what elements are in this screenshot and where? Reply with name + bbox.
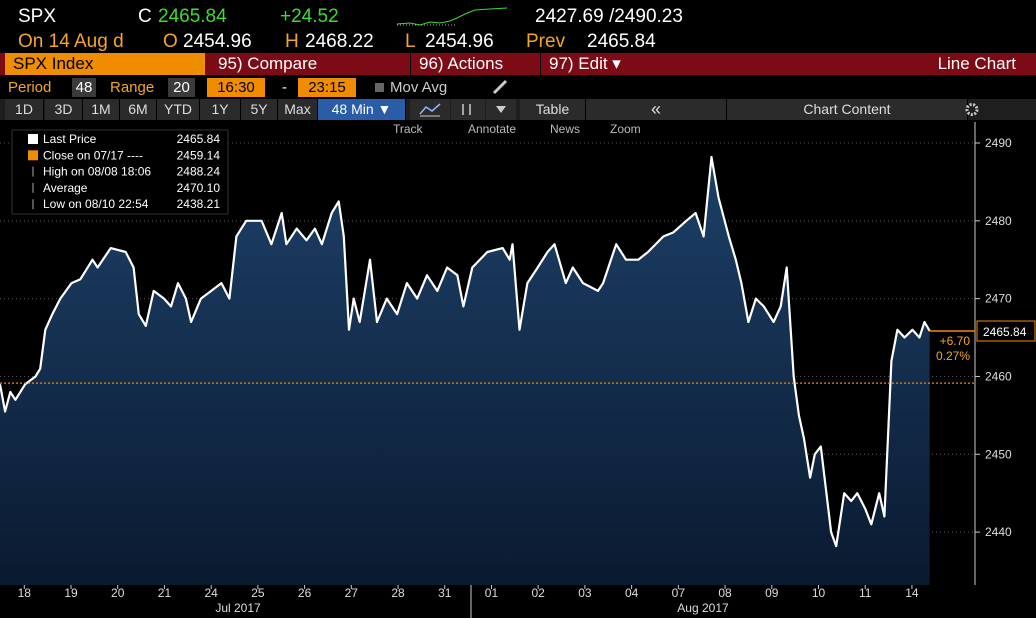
- edit-menu[interactable]: 97) Edit ▾: [540, 53, 655, 75]
- period-tab[interactable]: 1Y: [200, 99, 241, 120]
- x-tick-label: 03: [578, 586, 592, 600]
- chart-content-button[interactable]: Chart Content: [727, 99, 968, 120]
- compare-menu[interactable]: 95) Compare: [218, 54, 318, 73]
- x-tick-label: 19: [64, 586, 78, 600]
- collapse-button[interactable]: «: [586, 99, 727, 120]
- period-tab[interactable]: 1M: [83, 99, 120, 120]
- x-tick-label: 09: [765, 586, 779, 600]
- x-tick-label: 26: [298, 586, 312, 600]
- period-label: Period: [8, 79, 52, 96]
- change-label: +6.70: [940, 334, 971, 348]
- high-label: H: [285, 31, 299, 52]
- change-pct-label: 0.27%: [936, 349, 970, 363]
- x-tick-label: 27: [345, 586, 359, 600]
- x-tick-label: 20: [111, 586, 125, 600]
- ticker: SPX: [18, 6, 57, 27]
- start-time[interactable]: 16:30: [207, 78, 265, 97]
- x-tick-label: 21: [158, 586, 172, 600]
- sparkline: [396, 7, 508, 26]
- x-tick-label: 18: [18, 586, 32, 600]
- legend-value: 2438.21: [177, 197, 221, 211]
- chart-icons[interactable]: [410, 99, 520, 120]
- x-tick-label: 04: [625, 586, 639, 600]
- chart-tool[interactable]: News: [550, 122, 581, 136]
- open-label: O: [163, 31, 178, 52]
- time-dash: -: [282, 79, 287, 96]
- low-value: 2454.96: [425, 31, 494, 52]
- menu-bar: SPX Index 95) Compare 96) Actions 97) Ed…: [0, 53, 1036, 75]
- x-tick-label: 11: [859, 586, 872, 600]
- x-tick-label: 10: [812, 586, 826, 600]
- price-area: [0, 157, 930, 585]
- legend-value: 2488.24: [177, 165, 221, 179]
- x-tick-label: 31: [438, 586, 452, 600]
- chart-type: Line Chart: [937, 54, 1016, 73]
- open-value: 2454.96: [183, 31, 252, 52]
- interval-select[interactable]: 48 Min ▼: [318, 99, 406, 120]
- x-tick-label: 02: [532, 586, 546, 600]
- settings-gear[interactable]: [962, 99, 982, 120]
- price-line: [0, 155, 931, 548]
- legend-frame: [11, 129, 229, 215]
- legend-value: 2465.84: [177, 132, 221, 146]
- legend-swatch: [28, 150, 38, 161]
- mov-avg-label: Mov Avg: [390, 79, 448, 96]
- period-tab[interactable]: 5Y: [241, 99, 278, 120]
- period-tab[interactable]: 6M: [120, 99, 157, 120]
- legend-label: Average: [43, 181, 88, 195]
- legend-value: 2470.10: [177, 181, 221, 195]
- period-tab[interactable]: 1D: [5, 99, 44, 120]
- table-button[interactable]: Table: [520, 99, 586, 120]
- pen-icon[interactable]: [490, 78, 512, 97]
- period-tab[interactable]: YTD: [157, 99, 200, 120]
- legend-swatch: [28, 134, 38, 144]
- chart-tool[interactable]: Zoom: [610, 122, 641, 136]
- low-label: L: [405, 31, 416, 52]
- chart-tool[interactable]: Annotate: [468, 122, 517, 136]
- month-label: Aug 2017: [677, 601, 729, 615]
- legend-label: High on 08/08 18:06: [43, 165, 151, 179]
- y-tick-label: 2460: [985, 369, 1012, 383]
- last-price-tag: [976, 320, 1036, 342]
- period-tab[interactable]: 3D: [45, 99, 83, 120]
- y-tick-label: 2440: [985, 525, 1012, 539]
- end-time[interactable]: 23:15: [298, 78, 356, 97]
- x-tick-label: 08: [718, 586, 732, 600]
- high-value: 2468.22: [305, 31, 374, 52]
- y-tick-label: 2450: [985, 447, 1012, 461]
- actions-menu[interactable]: 96) Actions: [410, 53, 535, 75]
- legend-box: Last Price 2465.84 Close on 07/17 ---- 2459…: [11, 129, 229, 215]
- legend-label: Low on 08/10 22:54: [43, 197, 149, 211]
- chart-tool[interactable]: Track: [393, 122, 423, 136]
- x-tick-label: 25: [251, 586, 265, 600]
- last-price-tag-label: 2465.84: [983, 325, 1027, 339]
- last-price: 2465.84: [158, 6, 227, 27]
- legend-value: 2459.14: [177, 148, 221, 162]
- prev-value: 2465.84: [587, 31, 656, 52]
- legend-label: Close on 07/17 ----: [43, 148, 143, 162]
- net-change: +24.52: [280, 6, 339, 27]
- y-tick-label: 2470: [985, 292, 1012, 306]
- mov-avg-checkbox[interactable]: [375, 83, 384, 92]
- x-tick-label: 24: [204, 586, 218, 600]
- prev-label: Prev: [526, 31, 566, 52]
- range-label: Range: [110, 79, 155, 96]
- month-label: Jul 2017: [215, 601, 261, 615]
- y-tick-label: 2480: [985, 214, 1012, 228]
- date-label: On 14 Aug d: [18, 31, 124, 52]
- x-tick-label: 01: [485, 586, 499, 600]
- close-label: C: [138, 6, 152, 27]
- day-range: 2427.69 /2490.23: [535, 6, 683, 27]
- x-tick-label: 14: [905, 586, 919, 600]
- x-tick-label: 28: [391, 586, 405, 600]
- security-field[interactable]: SPX Index: [5, 53, 205, 75]
- y-tick-label: 2490: [985, 136, 1012, 150]
- x-tick-label: 07: [672, 586, 686, 600]
- range-field[interactable]: 20: [168, 78, 195, 97]
- legend-label: Last Price: [43, 132, 97, 146]
- period-field[interactable]: 48: [72, 78, 96, 97]
- period-tab[interactable]: Max: [278, 99, 318, 120]
